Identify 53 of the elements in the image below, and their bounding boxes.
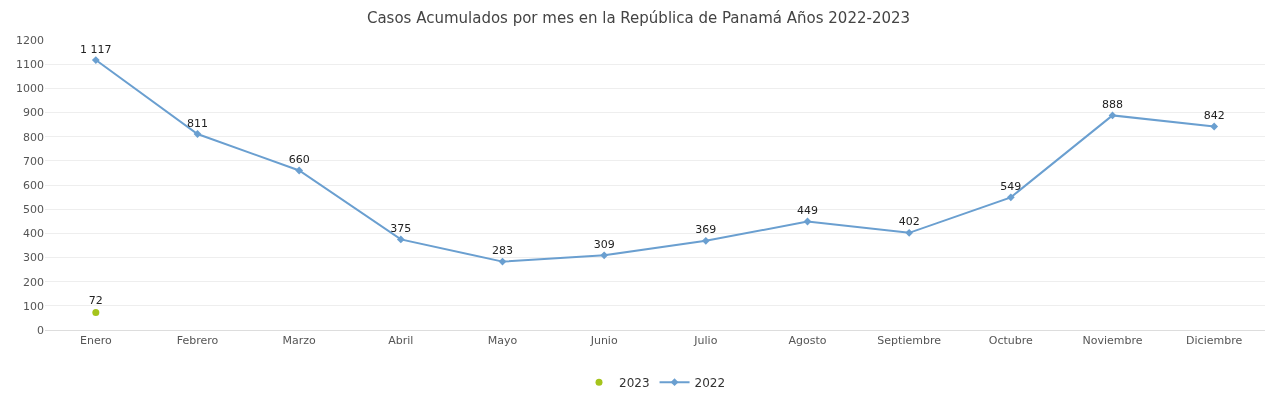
- data-label: 283: [492, 244, 513, 258]
- data-label: 1 117: [80, 42, 112, 56]
- point: [193, 130, 202, 138]
- data-label: 72: [88, 294, 103, 308]
- x-tick-label: Diciembre: [1186, 334, 1243, 348]
- y-tick-label: 0: [37, 323, 44, 337]
- legend-label: 2022: [694, 375, 726, 390]
- data-label: 375: [390, 221, 412, 235]
- y-tick-label: 1100: [16, 58, 44, 72]
- y-tick-label: 500: [23, 203, 44, 217]
- point: [92, 309, 100, 317]
- data-label: 811: [187, 116, 208, 130]
- data-label: 369: [695, 223, 717, 237]
- y-tick-label: 200: [23, 275, 44, 289]
- x-tick-label: Noviembre: [1082, 334, 1143, 348]
- x-tick-label: Enero: [79, 334, 112, 348]
- x-tick-label: Mayo: [487, 334, 518, 348]
- data-label: 449: [797, 203, 818, 217]
- y-tick-label: 1000: [16, 82, 44, 96]
- data-label: 309: [593, 237, 615, 251]
- data-label: 660: [288, 153, 310, 166]
- x-tick-label: Marzo: [282, 334, 317, 348]
- point: [295, 166, 304, 175]
- data-label: 888: [1102, 97, 1123, 111]
- x-tick-label: Abril: [388, 334, 414, 348]
- point: [600, 251, 609, 260]
- x-tick-label: Agosto: [788, 334, 827, 348]
- x-tick-label: Julio: [693, 334, 718, 348]
- x-tick-label: Septiembre: [877, 334, 942, 348]
- point: [1006, 193, 1015, 202]
- data-label: 549: [1000, 179, 1022, 193]
- y-tick-label: 700: [23, 154, 44, 168]
- y-tick-label: 800: [23, 130, 44, 144]
- data-label: 402: [898, 215, 920, 229]
- point: [91, 56, 100, 64]
- y-tick-label: 900: [23, 106, 44, 120]
- chart-title: Casos Acumulados por mes en la República de Panamá Años 2022-2023: [366, 8, 911, 27]
- y-tick-label: 1200: [16, 33, 44, 47]
- data-label: 842: [1203, 109, 1225, 123]
- point: [498, 257, 507, 266]
- point: [905, 228, 914, 237]
- point: [1210, 122, 1219, 131]
- y-tick-label: 100: [23, 299, 44, 313]
- x-tick-label: Octubre: [988, 334, 1034, 348]
- y-tick-label: 600: [23, 178, 44, 192]
- y-tick-label: 400: [23, 227, 44, 241]
- legend-label: 2023: [619, 375, 650, 390]
- point: [396, 235, 405, 244]
- y-tick-label: 300: [23, 251, 44, 265]
- point: [1108, 111, 1117, 120]
- point: [701, 236, 710, 245]
- x-tick-label: Junio: [589, 334, 618, 348]
- x-tick-label: Febrero: [176, 334, 219, 348]
